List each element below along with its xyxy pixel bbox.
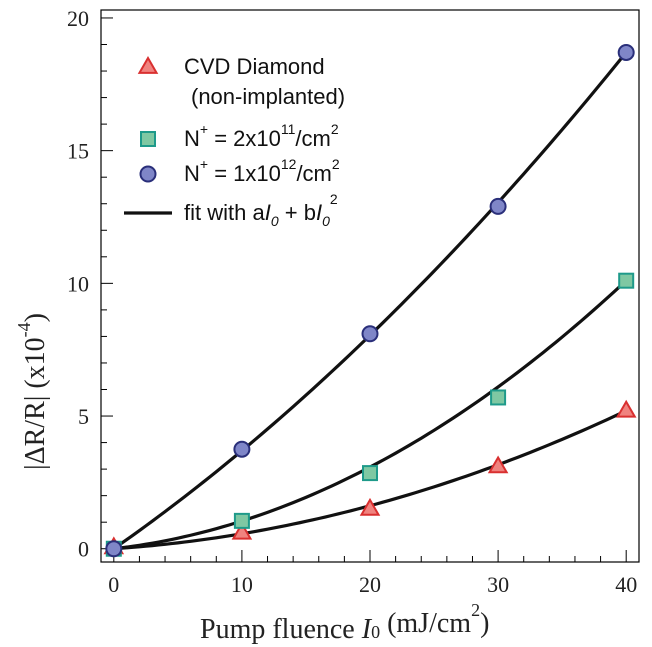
- y-tick-label: 20: [67, 6, 89, 31]
- diamond-data-point: [487, 455, 509, 474]
- y-axis-title: |ΔR/R| (x10-4): [14, 313, 51, 470]
- x-axis-title: Pump fluence I0 (mJ/cm2): [200, 600, 489, 645]
- n2e11-data-point: [490, 389, 507, 406]
- legend-label-fit: fit with aI0 + bI02: [184, 191, 338, 229]
- y-tick-label: 10: [67, 271, 89, 296]
- diamond-data-point: [231, 521, 253, 540]
- legend-label-diamond-line1: CVD Diamond: [184, 54, 325, 79]
- legend-circle-symbol: [139, 165, 157, 183]
- legend-square-symbol: [140, 131, 156, 147]
- n2e11-data-point: [362, 465, 378, 482]
- x-tick-label: 30: [487, 572, 509, 597]
- n1e12-data-point: [361, 325, 379, 343]
- diamond-data-point: [359, 497, 381, 516]
- legend: CVD Diamond (non-implanted) N+ = 2x1011/…: [124, 54, 345, 229]
- legend-label-diamond-line2: (non-implanted): [191, 84, 345, 109]
- n2e11-data-point: [233, 512, 250, 529]
- n1e12-data-point: [233, 440, 251, 458]
- n1e12-data-point: [105, 540, 123, 558]
- legend-triangle-symbol: [137, 55, 159, 74]
- y-tick-label: 5: [78, 404, 89, 429]
- legend-marker-diamond: [137, 55, 159, 74]
- legend-label-n2e11: N+ = 2x1011/cm2: [184, 121, 339, 151]
- legend-marker-n1e12: [139, 165, 157, 183]
- n2e11-data-point: [618, 272, 635, 289]
- data-markers: [103, 43, 637, 558]
- y-tick-label: 0: [78, 537, 89, 562]
- diamond-data-point: [615, 399, 637, 418]
- x-tick-label: 40: [615, 572, 637, 597]
- x-tick-label: 10: [231, 572, 253, 597]
- x-tick-label: 20: [359, 572, 381, 597]
- legend-label-n1e12: N+ = 1x1012/cm2: [184, 156, 340, 186]
- plot-frame: [100, 9, 640, 563]
- n1e12-data-point: [617, 43, 635, 61]
- legend-marker-n2e11: [140, 131, 156, 147]
- y-tick-label: 15: [67, 139, 89, 164]
- tick-group: 0 10 20 30 40 0 5 10 15 20: [67, 6, 637, 597]
- x-tick-label: 0: [108, 572, 119, 597]
- n1e12-data-point: [489, 197, 507, 215]
